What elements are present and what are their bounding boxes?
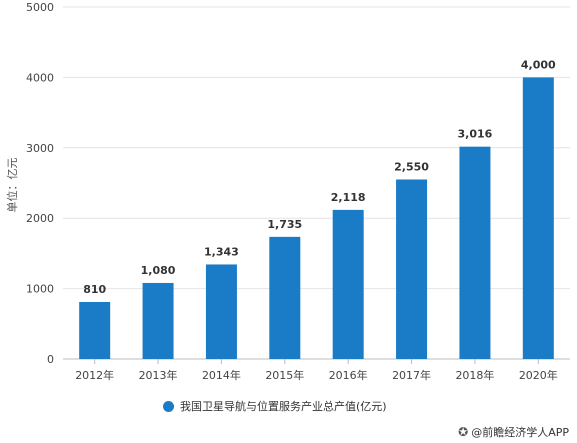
- y-tick-label: 2000: [26, 212, 54, 225]
- x-tick-label: 2020年: [519, 368, 558, 382]
- x-tick-label: 2016年: [329, 368, 368, 382]
- legend[interactable]: 我国卫星导航与位置服务产业总产值(亿元): [163, 398, 387, 414]
- source-credit: ✪ @前瞻经济学人APP: [458, 424, 569, 440]
- data-label: 2,550: [394, 160, 429, 173]
- bar[interactable]: [269, 236, 301, 359]
- bar[interactable]: [205, 264, 237, 359]
- source-text: @前瞻经济学人APP: [471, 426, 569, 439]
- data-label: 3,016: [458, 128, 493, 141]
- y-tick-label: 3000: [26, 142, 54, 155]
- data-label: 2,118: [331, 191, 366, 204]
- x-tick-label: 2018年: [455, 368, 494, 382]
- y-tick-label: 0: [47, 353, 54, 366]
- gridlines: [63, 6, 570, 360]
- y-axis-ticks: 0 1000 2000 3000 4000 5000: [26, 1, 54, 366]
- bar[interactable]: [459, 146, 491, 359]
- x-tick-label: 2015年: [265, 368, 304, 382]
- data-label: 810: [83, 283, 106, 296]
- x-tick-label: 2017年: [392, 368, 431, 382]
- bars: [79, 77, 554, 360]
- x-axis-ticks: 2012年 2013年 2014年 2015年 2016年 2017年 2018年 2020年: [75, 359, 558, 382]
- paw-icon: ✪: [458, 425, 469, 439]
- legend-label: 我国卫星导航与位置服务产业总产值(亿元): [180, 400, 387, 413]
- bar[interactable]: [396, 179, 428, 359]
- data-label: 1,343: [204, 245, 239, 258]
- data-label: 1,080: [141, 264, 176, 277]
- y-tick-label: 5000: [26, 1, 54, 14]
- x-tick-label: 2013年: [139, 368, 178, 382]
- x-tick-label: 2012年: [75, 368, 114, 382]
- legend-marker: [163, 400, 174, 412]
- bar[interactable]: [79, 301, 111, 359]
- y-tick-label: 1000: [26, 283, 54, 296]
- data-label: 4,000: [521, 58, 556, 71]
- bar[interactable]: [332, 209, 364, 359]
- y-axis-label: 单位：亿元: [5, 158, 19, 213]
- y-tick-label: 4000: [26, 71, 54, 84]
- bar[interactable]: [142, 282, 174, 359]
- x-tick-label: 2014年: [202, 368, 241, 382]
- bar[interactable]: [522, 77, 554, 360]
- data-labels: 810 1,080 1,343 1,735 2,118 2,550 3,016 4,000: [83, 58, 556, 296]
- data-label: 1,735: [267, 218, 302, 231]
